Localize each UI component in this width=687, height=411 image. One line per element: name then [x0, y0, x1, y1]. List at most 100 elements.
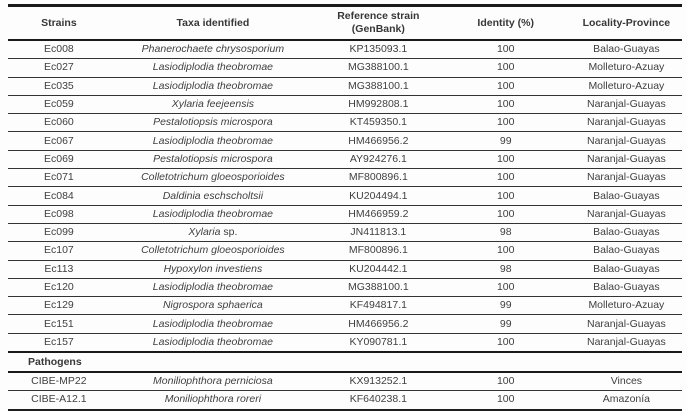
taxa-cell: Moniliophthora roreri — [109, 390, 316, 410]
section-row-pathogens: Pathogens — [8, 351, 682, 374]
col-header-taxa: Taxa identified — [109, 4, 316, 41]
strain-cell: Ec084 — [8, 186, 110, 206]
locality-cell: Naranjal-Guayas — [570, 204, 682, 224]
locality-cell: Balao-Guayas — [570, 222, 682, 242]
col-header-taxa-label: Taxa identified — [176, 16, 250, 29]
taxa-cell: Daldinia eschscholtsii — [109, 186, 316, 206]
table-row: Ec157 Lasiodiplodia theobromae KY090781.1 1… — [8, 332, 682, 353]
locality-cell: Naranjal-Guayas — [570, 314, 682, 334]
locality-cell: Balao-Guayas — [570, 259, 682, 279]
identity-cell: 100 — [440, 186, 571, 206]
table-row: Ec008 Phanerochaete chrysosporium KP135093… — [8, 39, 682, 59]
taxa-cell: Lasiodiplodia theobromae — [109, 76, 316, 96]
locality-cell: Amazonía — [570, 390, 682, 410]
identity-cell: 100 — [440, 113, 571, 132]
col-header-locality: Locality-Province — [570, 4, 682, 41]
reference-cell: HM466959.2 — [316, 204, 441, 224]
taxa-cell: Phanerochaete chrysosporium — [109, 39, 316, 59]
taxa-cell: Pestalotiopsis microspora — [109, 113, 316, 132]
col-header-identity-label: Identity (%) — [477, 16, 535, 29]
table-row: Ec071 Colletotrichum gloeosporioides MF800… — [8, 168, 682, 187]
reference-cell: JN411813.1 — [316, 222, 441, 242]
col-header-identity: Identity (%) — [440, 4, 571, 41]
strain-cell: Ec059 — [8, 94, 110, 114]
taxa-cell: Hypoxylon investiens — [109, 259, 316, 279]
reference-cell: KX913252.1 — [316, 371, 441, 391]
reference-cell: KY090781.1 — [316, 332, 441, 353]
identity-cell: 100 — [440, 390, 571, 410]
col-header-reference-line1: Reference strain — [337, 10, 420, 23]
table-row: Ec067 Lasiodiplodia theobromae HM466956.2 9… — [8, 131, 682, 151]
table-row: Ec027 Lasiodiplodia theobromae MG388100.1 1… — [8, 58, 682, 78]
locality-cell: Molleturo-Azuay — [570, 296, 682, 315]
identity-cell: 100 — [440, 204, 571, 224]
strain-cell: Ec071 — [8, 168, 110, 187]
strain-cell: Ec060 — [8, 113, 110, 132]
reference-cell: KU204494.1 — [316, 186, 441, 206]
taxa-cell: Pestalotiopsis microspora — [109, 149, 316, 169]
strain-cell: Ec120 — [8, 277, 110, 297]
reference-cell: MG388100.1 — [316, 76, 441, 96]
strain-cell: Ec157 — [8, 332, 110, 353]
identity-cell: 100 — [440, 332, 571, 353]
locality-cell: Balao-Guayas — [570, 277, 682, 297]
strain-cell: Ec107 — [8, 241, 110, 261]
col-header-strains-label: Strains — [41, 16, 77, 29]
locality-cell: Balao-Guayas — [570, 241, 682, 261]
table-header: Strains Taxa identified Reference strain… — [8, 4, 682, 41]
reference-cell: KU204442.1 — [316, 259, 441, 279]
identity-cell: 100 — [440, 149, 571, 169]
table-row: CIBE-A12.1 Moniliophthora roreri KF640238.… — [8, 390, 682, 410]
strain-cell: CIBE-MP22 — [8, 371, 110, 391]
table-row: Ec120 Lasiodiplodia theobromae MG388100.1 1… — [8, 277, 682, 297]
reference-cell: MF800896.1 — [316, 241, 441, 261]
locality-cell: Molleturo-Azuay — [570, 58, 682, 78]
strain-cell: Ec113 — [8, 259, 110, 279]
table-row: Ec151 Lasiodiplodia theobromae HM466956.2 9… — [8, 314, 682, 334]
identity-cell: 100 — [440, 39, 571, 59]
table-row: Ec069 Pestalotiopsis microspora AY924276.1… — [8, 149, 682, 169]
identity-cell: 100 — [440, 168, 571, 187]
table-row: Ec035 Lasiodiplodia theobromae MG388100.1 1… — [8, 76, 682, 96]
locality-cell: Vinces — [570, 371, 682, 391]
taxa-cell: Moniliophthora perniciosa — [109, 371, 316, 391]
locality-cell: Balao-Guayas — [570, 39, 682, 59]
col-header-locality-label: Locality-Province — [582, 16, 671, 29]
reference-cell: MG388100.1 — [316, 58, 441, 78]
strain-cell: Ec035 — [8, 76, 110, 96]
strain-cell: Ec129 — [8, 296, 110, 315]
taxa-cell: Lasiodiplodia theobromae — [109, 131, 316, 151]
taxa-cell: Lasiodiplodia theobromae — [109, 314, 316, 334]
table-row: Ec098 Lasiodiplodia theobromae HM466959.2 1… — [8, 204, 682, 224]
strain-cell: Ec151 — [8, 314, 110, 334]
strains-identification-table: Strains Taxa identified Reference strain… — [8, 4, 682, 411]
identity-cell: 100 — [440, 241, 571, 261]
locality-cell: Naranjal-Guayas — [570, 149, 682, 169]
identity-cell: 99 — [440, 296, 571, 315]
reference-cell: HM466956.2 — [316, 314, 441, 334]
taxa-cell: Lasiodiplodia theobromae — [109, 277, 316, 297]
identity-cell: 100 — [440, 277, 571, 297]
reference-cell: KT459350.1 — [316, 113, 441, 132]
reference-cell: AY924276.1 — [316, 149, 441, 169]
strain-cell: Ec008 — [8, 39, 110, 59]
identity-cell: 100 — [440, 94, 571, 114]
table-row: CIBE-MP22 Moniliophthora perniciosa KX9132… — [8, 371, 682, 391]
section-label: Pathogens — [8, 351, 682, 374]
strain-cell: CIBE-A12.1 — [8, 390, 110, 410]
strain-cell: Ec099 — [8, 222, 110, 242]
identity-cell: 99 — [440, 314, 571, 334]
strain-cell: Ec098 — [8, 204, 110, 224]
identity-cell: 98 — [440, 259, 571, 279]
taxa-cell: Lasiodiplodia theobromae — [109, 58, 316, 78]
reference-cell: MG388100.1 — [316, 277, 441, 297]
col-header-reference-line2: (GenBank) — [351, 23, 405, 35]
strain-cell: Ec067 — [8, 131, 110, 151]
locality-cell: Balao-Guayas — [570, 186, 682, 206]
table-row: Ec059 Xylaria feejeensis HM992808.1 100 Nara… — [8, 94, 682, 114]
table-body: Ec008 Phanerochaete chrysosporium KP135093… — [8, 39, 682, 410]
table-row: Ec060 Pestalotiopsis microspora KT459350.1… — [8, 113, 682, 132]
locality-cell: Naranjal-Guayas — [570, 332, 682, 353]
locality-cell: Naranjal-Guayas — [570, 168, 682, 187]
